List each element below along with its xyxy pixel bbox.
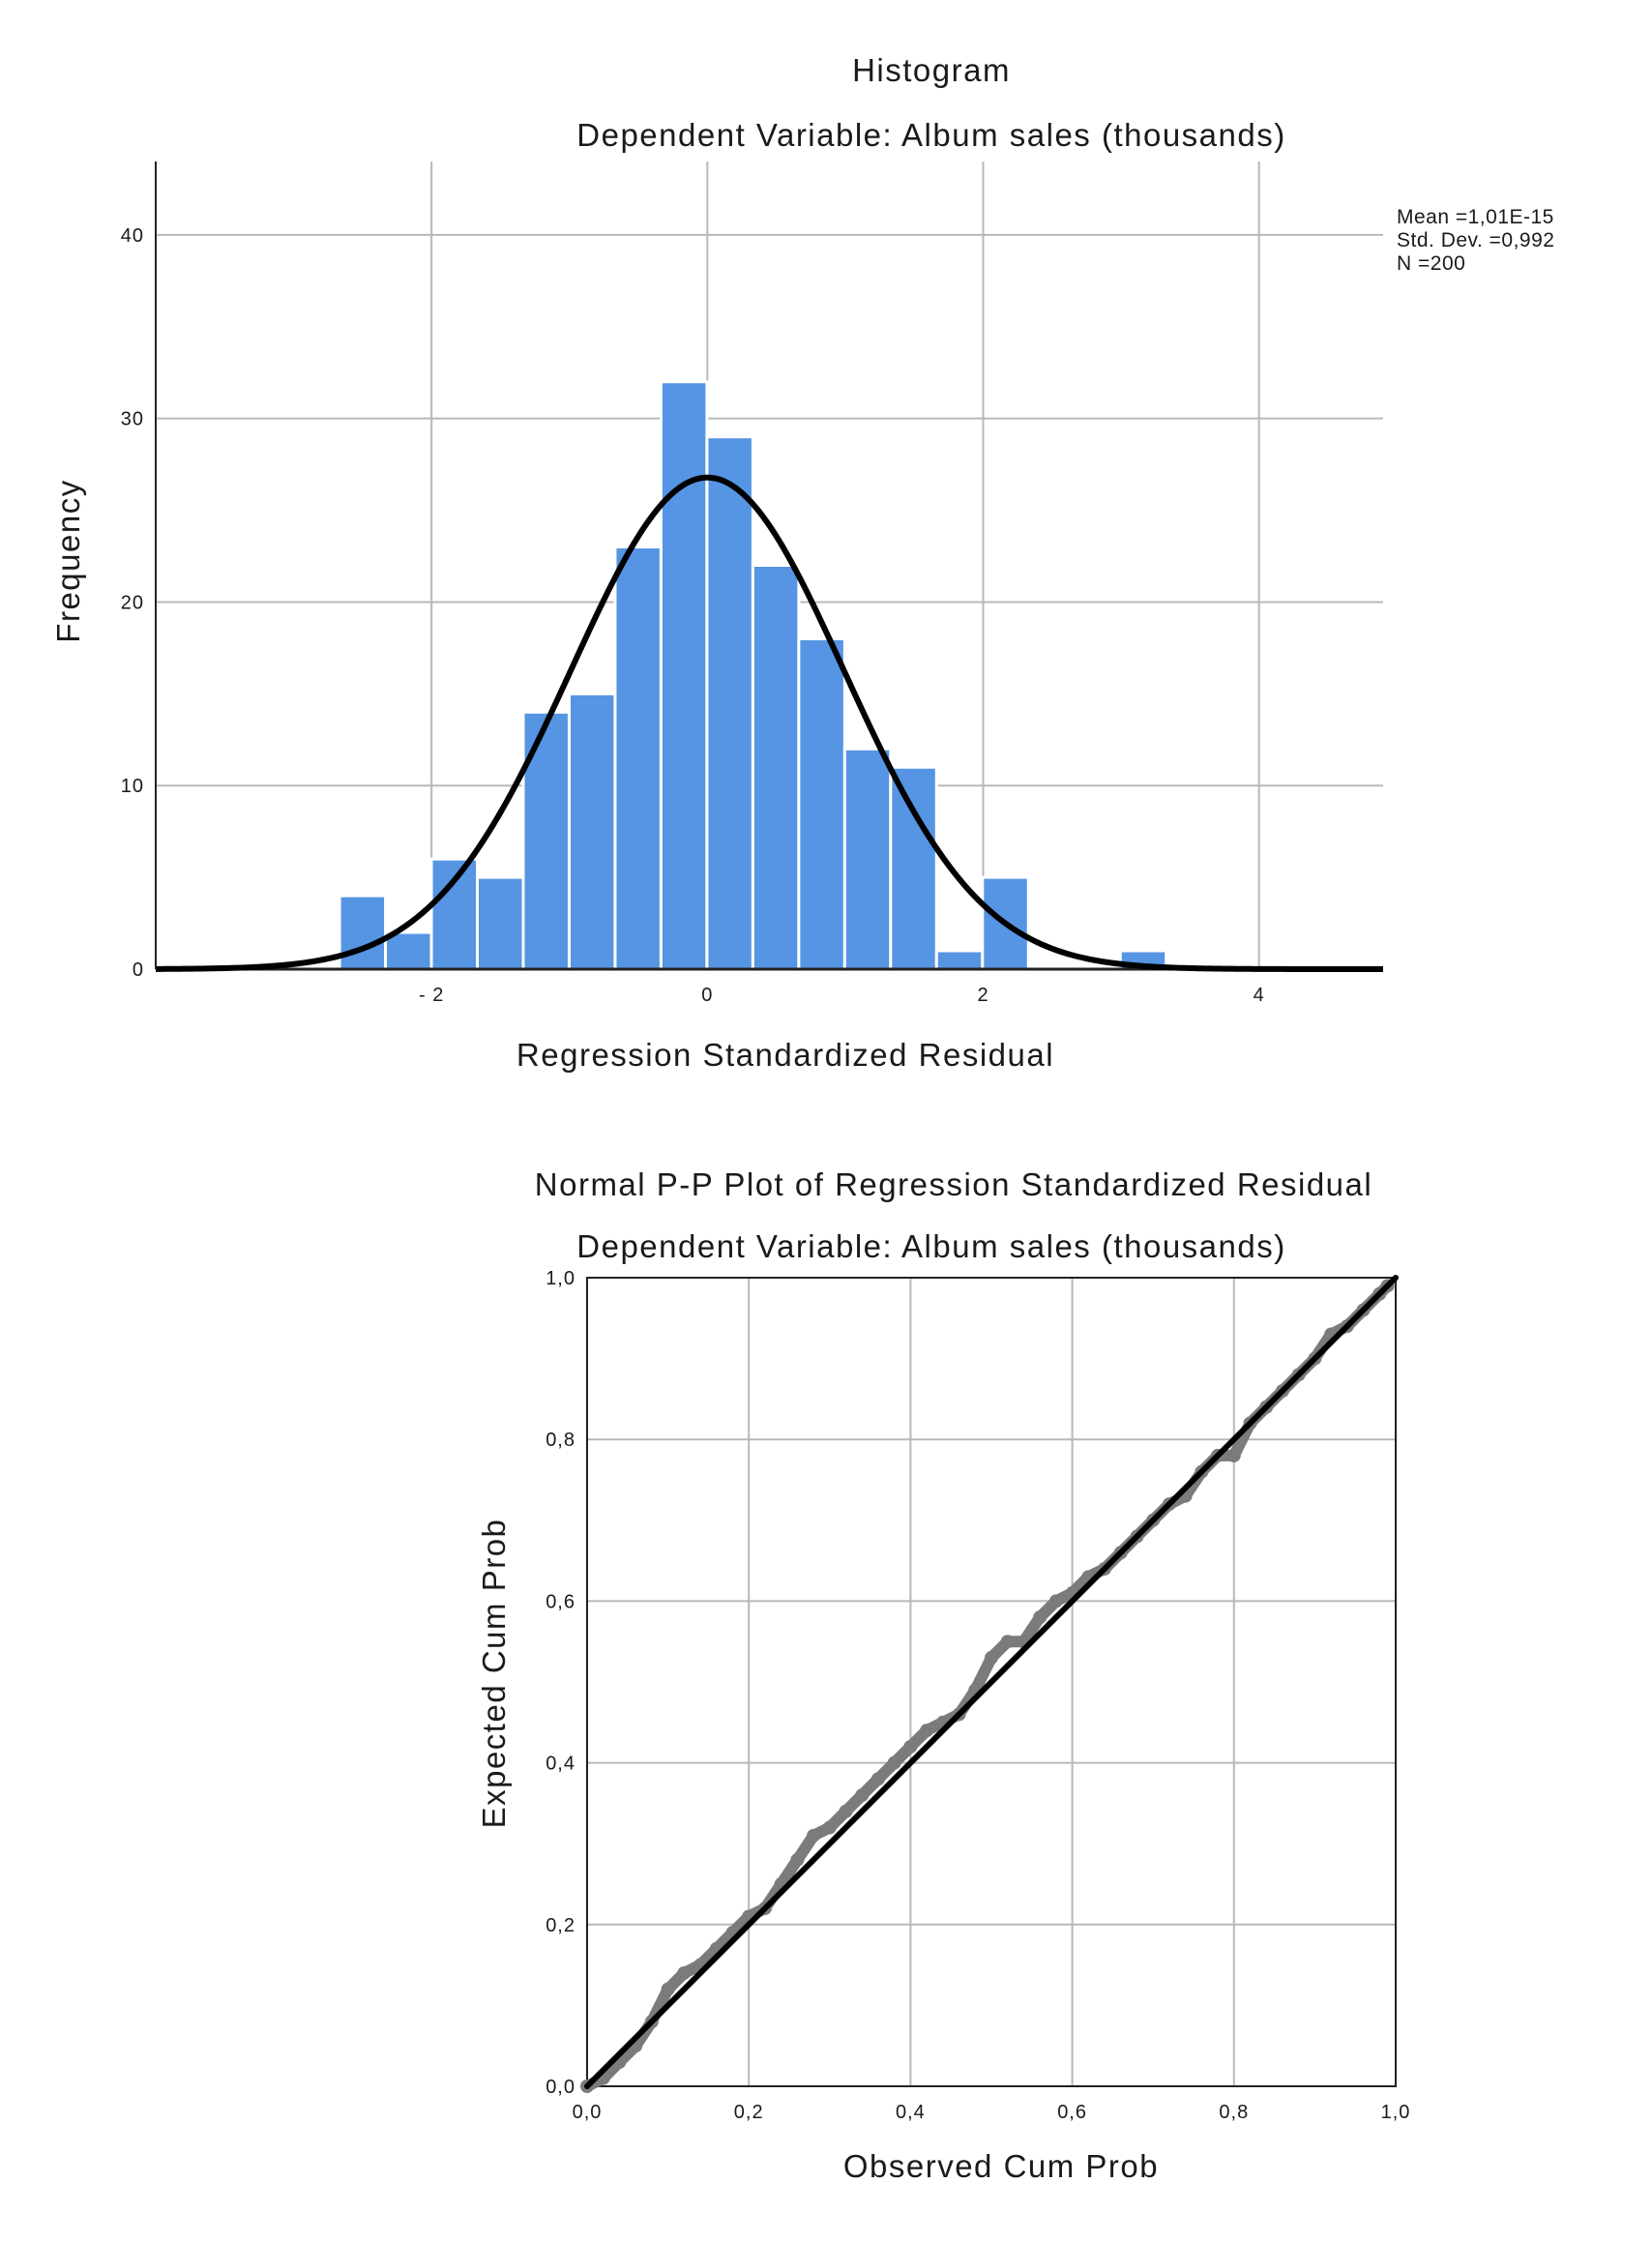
- pp-point: [661, 1982, 675, 1996]
- histogram-y-tick-label: 40: [121, 225, 144, 247]
- histogram-stats: Mean =1,01E-15 Std. Dev. =0,992 N =200: [1397, 206, 1554, 275]
- pp-point: [839, 1804, 853, 1818]
- pp-plot-x-ticks: 0,0 0,2 0,4 0,6 0,8 1,0: [573, 2102, 1411, 2123]
- pp-x-tick-label: 0,0: [573, 2102, 603, 2123]
- stats-mean: Mean =1,01E-15: [1397, 206, 1554, 228]
- pp-y-tick-label: 0,8: [546, 1430, 575, 1451]
- pp-y-tick-label: 0,2: [546, 1915, 575, 1936]
- histogram-bar: [476, 875, 525, 971]
- pp-point: [920, 1724, 934, 1738]
- pp-point: [1033, 1610, 1047, 1625]
- pp-point: [870, 1772, 885, 1786]
- pp-point: [822, 1820, 837, 1835]
- pp-point: [790, 1852, 805, 1867]
- pp-x-tick-label: 0,2: [734, 2102, 764, 2123]
- stats-std-dev: Std. Dev. =0,992: [1397, 229, 1554, 251]
- pp-x-tick-label: 0,4: [896, 2102, 926, 2123]
- histogram-x-tick-label: - 2: [419, 985, 444, 1006]
- histogram-bar: [338, 894, 388, 971]
- pp-plot-chart: Normal P-P Plot of Regression Standardiz…: [476, 1166, 1411, 2184]
- pp-x-tick-label: 0,8: [1219, 2102, 1249, 2123]
- pp-plot-subtitle: Dependent Variable: Album sales (thousan…: [576, 1228, 1285, 1264]
- histogram-bar: [889, 765, 938, 971]
- histogram-chart: Histogram Dependent Variable: Album sale…: [50, 52, 1554, 1073]
- pp-plot-y-axis-title: Expected Cum Prob: [476, 1519, 512, 1829]
- histogram-y-tick-label: 20: [121, 592, 144, 613]
- histogram-bar: [567, 692, 617, 971]
- histogram-bar: [751, 564, 801, 971]
- histogram-y-axis-title: Frequency: [50, 479, 86, 642]
- pp-y-tick-label: 0,6: [546, 1591, 575, 1612]
- histogram-bars: [156, 380, 1383, 971]
- pp-point: [1000, 1635, 1015, 1649]
- pp-x-tick-label: 1,0: [1381, 2102, 1411, 2123]
- pp-plot-frame: [586, 1277, 1397, 2087]
- histogram-x-tick-label: 2: [977, 985, 988, 1006]
- pp-point: [1226, 1448, 1241, 1462]
- pp-y-tick-label: 0,4: [546, 1754, 575, 1775]
- pp-point: [807, 1828, 821, 1843]
- pp-point: [985, 1650, 998, 1665]
- pp-plot-grid: [587, 1278, 1396, 2086]
- histogram-bar: [705, 435, 754, 971]
- histogram-title: Histogram: [852, 52, 1011, 88]
- pp-point: [1048, 1594, 1063, 1608]
- pp-y-tick-label: 1,0: [546, 1268, 575, 1289]
- histogram-subtitle: Dependent Variable: Album sales (thousan…: [576, 117, 1285, 153]
- histogram-bar: [521, 710, 571, 971]
- histogram-x-tick-label: 4: [1254, 985, 1265, 1006]
- histogram-bar: [384, 930, 433, 971]
- histogram-bar: [934, 949, 985, 971]
- histogram-y-tick-label: 10: [121, 776, 144, 797]
- histogram-y-ticks: 0 10 20 30 40: [121, 225, 144, 981]
- histogram-x-axis-title: Regression Standardized Residual: [516, 1037, 1054, 1073]
- pp-plot-y-ticks: 0,0 0,2 0,4 0,6 0,8 1,0: [546, 1268, 575, 2098]
- histogram-bar: [797, 636, 846, 971]
- histogram-bar: [429, 857, 480, 971]
- histogram-bar: [842, 747, 893, 971]
- histogram-x-ticks: - 2 0 2 4: [419, 985, 1265, 1006]
- pp-point: [903, 1739, 918, 1754]
- pp-y-tick-label: 0,0: [546, 2077, 575, 2098]
- stats-n: N =200: [1397, 252, 1465, 275]
- histogram-y-tick-label: 0: [133, 959, 144, 981]
- pp-x-tick-label: 0,6: [1057, 2102, 1087, 2123]
- normal-curve: [155, 474, 1383, 972]
- histogram-x-tick-label: 0: [701, 985, 713, 1006]
- pp-reference-line: [584, 1275, 1399, 2089]
- histogram-y-tick-label: 30: [121, 409, 144, 430]
- pp-point: [677, 1965, 692, 1980]
- pp-point: [887, 1755, 901, 1770]
- pp-point: [855, 1788, 870, 1803]
- histogram-bar: [659, 380, 709, 971]
- pp-plot-title: Normal P-P Plot of Regression Standardiz…: [535, 1166, 1372, 1202]
- histogram-bar: [613, 546, 663, 971]
- pp-plot-x-axis-title: Observed Cum Prob: [843, 2148, 1159, 2184]
